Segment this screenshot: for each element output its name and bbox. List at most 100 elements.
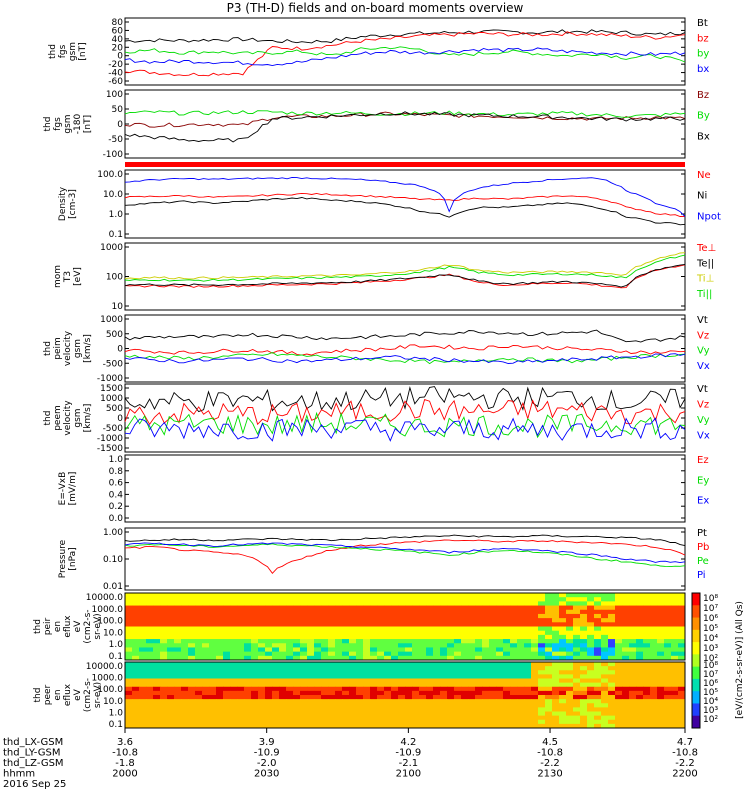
- spectrogram-cell: [510, 655, 518, 661]
- spectrogram-cell: [139, 630, 147, 636]
- spectrogram-cell: [237, 723, 245, 729]
- spectrogram-cell: [531, 674, 539, 679]
- spectrogram-cell: [146, 715, 154, 721]
- spectrogram-cell: [132, 670, 140, 675]
- spectrogram-cell: [209, 597, 217, 602]
- spectrogram-cell: [125, 601, 133, 606]
- spectrogram-cell: [209, 686, 217, 692]
- spectrogram-cell: [377, 690, 385, 696]
- spectrogram-cell: [678, 715, 686, 721]
- spectrogram-cell: [664, 695, 672, 700]
- spectrogram-cell: [510, 605, 518, 611]
- spectrogram-cell: [160, 682, 168, 688]
- spectrogram-cell: [342, 707, 350, 712]
- spectrogram-cell: [167, 707, 175, 712]
- spectrogram-cell: [573, 703, 581, 708]
- spectrogram-cell: [440, 651, 448, 657]
- ytick-label: 1000: [100, 394, 123, 404]
- spectrogram-cell: [594, 711, 602, 717]
- y-axis-label: [eV]: [73, 267, 83, 286]
- spectrogram-cell: [363, 719, 371, 725]
- spectrogram-cell: [258, 686, 266, 692]
- spectrogram-cell: [391, 695, 399, 700]
- spectrogram-cell: [489, 703, 497, 708]
- spectrogram-cell: [503, 670, 511, 675]
- spectrogram-cell: [272, 643, 280, 648]
- spectrogram-cell: [545, 593, 553, 598]
- spectrogram-cell: [125, 593, 133, 598]
- spectrogram-cell: [349, 601, 357, 606]
- spectrogram-cell: [643, 618, 651, 623]
- spectrogram-cell: [223, 647, 231, 653]
- spectrogram-cell: [461, 662, 469, 667]
- spectrogram-cell: [496, 711, 504, 717]
- spectrogram-cell: [475, 605, 483, 611]
- spectrogram-cell: [279, 647, 287, 653]
- y-axis-label: velocity: [63, 400, 73, 436]
- spectrogram-cell: [146, 699, 154, 704]
- spectrogram-cell: [377, 723, 385, 729]
- spectrogram-cell: [622, 609, 630, 615]
- spectrogram-cell: [258, 666, 266, 671]
- spectrogram-cell: [440, 593, 448, 598]
- spectrogram-cell: [440, 626, 448, 632]
- spectrogram-cell: [594, 719, 602, 725]
- spectrogram-cell: [608, 622, 616, 627]
- spectrogram-cell: [440, 690, 448, 696]
- spectrogram-cell: [132, 634, 140, 640]
- spectrogram-cell: [279, 630, 287, 636]
- spectrogram-cell: [265, 678, 273, 684]
- spectrogram-cell: [629, 690, 637, 696]
- spectrogram-cell: [132, 593, 140, 598]
- spectrogram-cell: [384, 699, 392, 704]
- spectrogram-cell: [566, 723, 574, 729]
- legend-entry: Ex: [697, 496, 709, 507]
- spectrogram-cell: [468, 674, 476, 679]
- spectrogram-cell: [524, 674, 532, 679]
- spectrogram-cell: [482, 651, 490, 657]
- spectrogram-cell: [216, 699, 224, 704]
- spectrogram-cell: [209, 647, 217, 653]
- spectrogram-cell: [370, 605, 378, 611]
- series-fgs_gsm_rot-Bx: [124, 111, 686, 143]
- spectrogram-cell: [272, 707, 280, 712]
- spectrogram-cell: [293, 674, 301, 679]
- spectrogram-cell: [279, 597, 287, 602]
- spectrogram-cell: [202, 670, 210, 675]
- y-axis-label: thd: [48, 44, 58, 59]
- spectrogram-cell: [188, 609, 196, 615]
- spectrogram-cell: [160, 609, 168, 615]
- spectrogram-cell: [300, 609, 308, 615]
- spectrogram-cell: [363, 678, 371, 684]
- spectrogram-cell: [538, 613, 546, 619]
- spectrogram-cell: [167, 643, 175, 648]
- spectrogram-cell: [601, 686, 609, 692]
- spectrogram-cell: [559, 715, 567, 721]
- legend-entry: Ne: [697, 170, 711, 181]
- spectrogram-cell: [265, 605, 273, 611]
- spectrogram-cell: [580, 715, 588, 721]
- spectrogram-cell: [608, 666, 616, 671]
- spectrogram-cell: [419, 630, 427, 636]
- spectrogram-cell: [678, 618, 686, 623]
- spectrogram-cell: [258, 715, 266, 721]
- spectrogram-cell: [426, 678, 434, 684]
- spectrogram-cell: [146, 605, 154, 611]
- spectrogram-cell: [132, 719, 140, 725]
- ytick-label: 0.2: [109, 502, 123, 512]
- spectrogram-cell: [559, 682, 567, 688]
- spectrogram-cell: [475, 666, 483, 671]
- spectrogram-cell: [426, 662, 434, 667]
- spectrogram-cell: [566, 593, 574, 598]
- spectrogram-cell: [559, 639, 567, 644]
- spectrogram-cell: [447, 618, 455, 623]
- spectrogram-cell: [398, 622, 406, 627]
- spectrogram-cell: [328, 695, 336, 700]
- spectrogram-cell: [321, 719, 329, 725]
- spectrogram-cell: [608, 618, 616, 623]
- spectrogram-cell: [461, 613, 469, 619]
- ytick-label: -500: [103, 359, 124, 369]
- spectrogram-cell: [398, 719, 406, 725]
